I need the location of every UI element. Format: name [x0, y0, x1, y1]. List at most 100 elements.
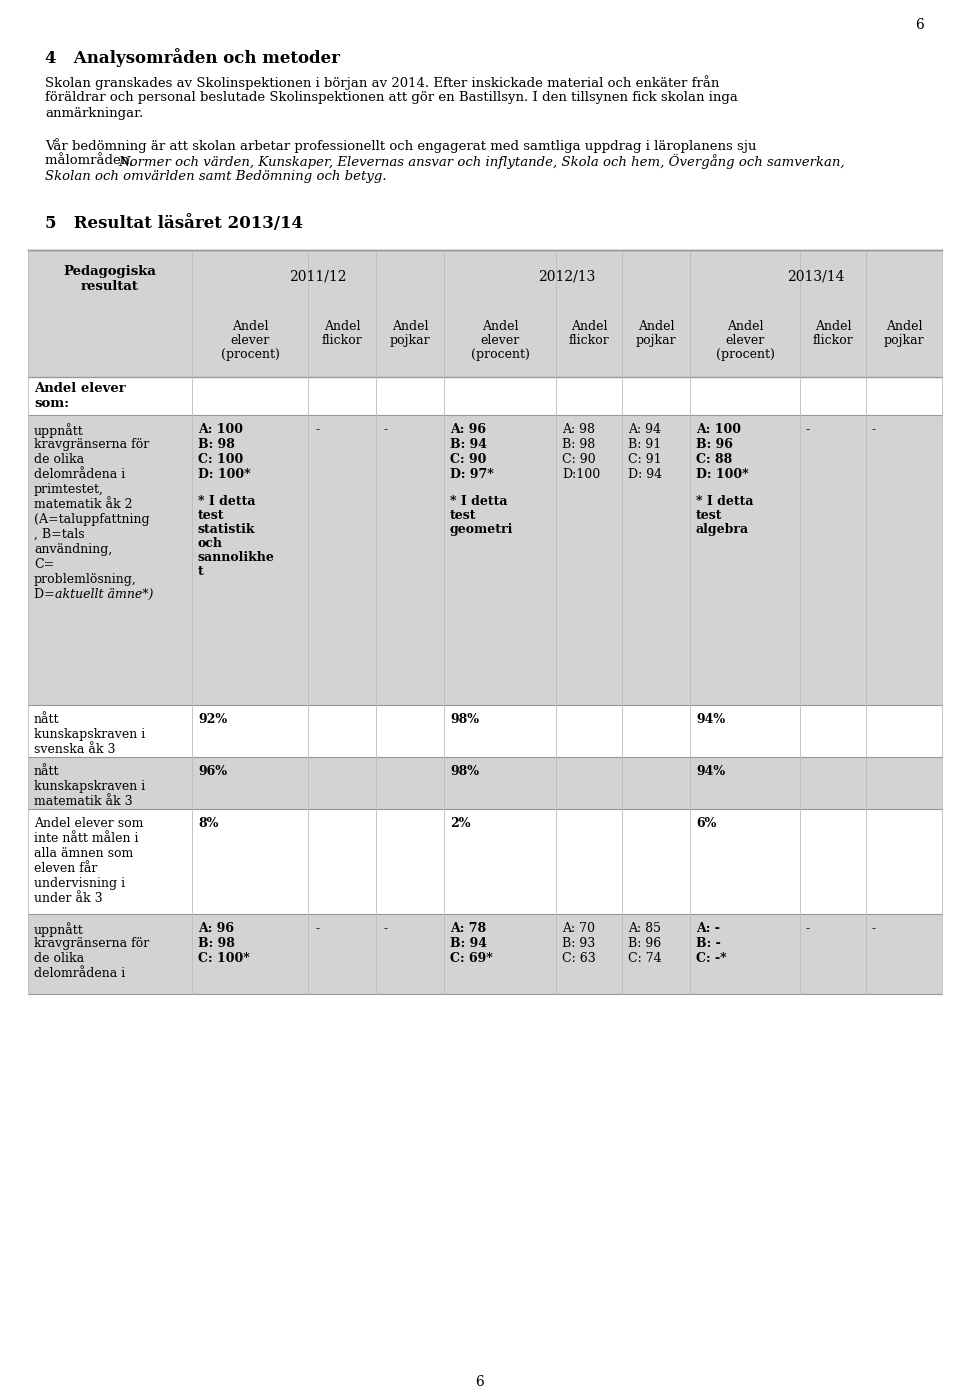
Text: -: -	[806, 921, 810, 935]
Text: C: 100*: C: 100*	[198, 952, 250, 965]
Text: t: t	[198, 565, 204, 579]
Text: (A=taluppfattning: (A=taluppfattning	[34, 513, 150, 526]
Text: sannolikhe: sannolikhe	[198, 551, 275, 565]
Text: de olika: de olika	[34, 952, 84, 965]
Text: B: 94: B: 94	[450, 937, 487, 949]
Text: som:: som:	[34, 397, 69, 410]
Text: Andel: Andel	[571, 321, 608, 333]
Text: problemlösning,: problemlösning,	[34, 573, 136, 585]
Text: 2%: 2%	[450, 817, 470, 829]
Text: test: test	[198, 509, 225, 521]
Text: C: 90: C: 90	[562, 453, 595, 466]
Text: pojkar: pojkar	[636, 335, 676, 347]
Text: matematik åk 3: matematik åk 3	[34, 795, 132, 809]
Text: anmärkningar.: anmärkningar.	[45, 107, 143, 120]
Text: aktuellt ämne*): aktuellt ämne*)	[55, 588, 154, 601]
Text: Vår bedömning är att skolan arbetar professionellt och engagerat med samtliga up: Vår bedömning är att skolan arbetar prof…	[45, 138, 756, 153]
Text: Andel: Andel	[727, 321, 763, 333]
Text: nått: nått	[34, 712, 60, 726]
Text: Andel: Andel	[886, 321, 923, 333]
Text: användning,: användning,	[34, 544, 112, 556]
Text: B: 96: B: 96	[696, 438, 732, 452]
Text: inte nått målen i: inte nått målen i	[34, 832, 138, 845]
Text: B: 96: B: 96	[628, 937, 661, 949]
Text: B: 93: B: 93	[562, 937, 595, 949]
Text: 98%: 98%	[450, 712, 479, 726]
Text: flickor: flickor	[568, 335, 610, 347]
Text: eleven får: eleven får	[34, 861, 97, 875]
Text: uppnått: uppnått	[34, 921, 84, 937]
Bar	[28, 809, 942, 914]
Text: statistik: statistik	[198, 523, 255, 537]
Text: B: 98: B: 98	[198, 438, 235, 452]
Text: Normer och värden, Kunskaper, Elevernas ansvar och inflytande, Skola och hem, Öv: Normer och värden, Kunskaper, Elevernas …	[118, 153, 845, 169]
Text: (procent): (procent)	[470, 348, 529, 361]
Text: föräldrar och personal beslutade Skolinspektionen att gör en Bastillsyn. I den t: föräldrar och personal beslutade Skolins…	[45, 91, 738, 105]
Text: 8%: 8%	[198, 817, 218, 829]
Text: B: 91: B: 91	[628, 438, 661, 452]
Text: * I detta: * I detta	[696, 495, 754, 507]
Text: flickor: flickor	[812, 335, 853, 347]
Bar	[28, 312, 942, 376]
Text: D: 100*: D: 100*	[696, 468, 749, 481]
Text: * I detta: * I detta	[450, 495, 508, 507]
Bar	[28, 914, 942, 994]
Text: D: 97*: D: 97*	[450, 468, 493, 481]
Text: C=: C=	[34, 558, 55, 572]
Text: A: 94: A: 94	[628, 422, 661, 436]
Text: geometri: geometri	[450, 523, 514, 537]
Text: resultat: resultat	[81, 280, 139, 293]
Bar	[28, 757, 942, 809]
Text: 2012/13: 2012/13	[539, 270, 596, 284]
Text: A: 70: A: 70	[562, 921, 595, 935]
Text: 2013/14: 2013/14	[787, 270, 845, 284]
Text: 5   Resultat läsåret 2013/14: 5 Resultat läsåret 2013/14	[45, 215, 303, 231]
Text: pojkar: pojkar	[884, 335, 924, 347]
Text: nått: nått	[34, 765, 60, 778]
Text: elever: elever	[230, 335, 270, 347]
Bar	[28, 705, 942, 757]
Text: 2011/12: 2011/12	[289, 270, 347, 284]
Text: delområdena i: delområdena i	[34, 468, 125, 481]
Text: C: 74: C: 74	[628, 952, 661, 965]
Text: matematik åk 2: matematik åk 2	[34, 498, 132, 512]
Text: 4   Analysområden och metoder: 4 Analysområden och metoder	[45, 47, 340, 67]
Text: kravgränserna för: kravgränserna för	[34, 438, 149, 452]
Text: algebra: algebra	[696, 523, 749, 537]
Text: B: 94: B: 94	[450, 438, 487, 452]
Text: 96%: 96%	[198, 765, 227, 778]
Text: -: -	[872, 422, 876, 436]
Text: A: 96: A: 96	[198, 921, 234, 935]
Text: B: 98: B: 98	[562, 438, 595, 452]
Text: 94%: 94%	[696, 712, 725, 726]
Text: C: 90: C: 90	[450, 453, 487, 466]
Text: 6: 6	[916, 18, 924, 32]
Text: Andel elever som: Andel elever som	[34, 817, 143, 829]
Text: A: 100: A: 100	[696, 422, 741, 436]
Text: -: -	[806, 422, 810, 436]
Text: Andel: Andel	[482, 321, 518, 333]
Text: * I detta: * I detta	[198, 495, 255, 507]
Bar	[28, 376, 942, 415]
Text: C: 91: C: 91	[628, 453, 661, 466]
Text: Skolan och omvärlden samt Bedömning och betyg.: Skolan och omvärlden samt Bedömning och …	[45, 170, 387, 183]
Text: -: -	[384, 921, 388, 935]
Text: undervisning i: undervisning i	[34, 877, 125, 889]
Text: 6%: 6%	[696, 817, 716, 829]
Text: uppnått: uppnått	[34, 422, 84, 438]
Text: primtestet,: primtestet,	[34, 482, 104, 496]
Text: B: 98: B: 98	[198, 937, 235, 949]
Text: (procent): (procent)	[221, 348, 279, 361]
Text: D=: D=	[34, 588, 59, 601]
Text: (procent): (procent)	[715, 348, 775, 361]
Text: -: -	[316, 422, 320, 436]
Text: test: test	[696, 509, 723, 521]
Text: A: 78: A: 78	[450, 921, 486, 935]
Bar	[28, 250, 942, 312]
Text: kravgränserna för: kravgränserna för	[34, 937, 149, 949]
Text: A: 85: A: 85	[628, 921, 661, 935]
Text: elever: elever	[726, 335, 764, 347]
Text: D: 100*: D: 100*	[198, 468, 251, 481]
Text: Andel: Andel	[637, 321, 674, 333]
Bar	[28, 415, 942, 705]
